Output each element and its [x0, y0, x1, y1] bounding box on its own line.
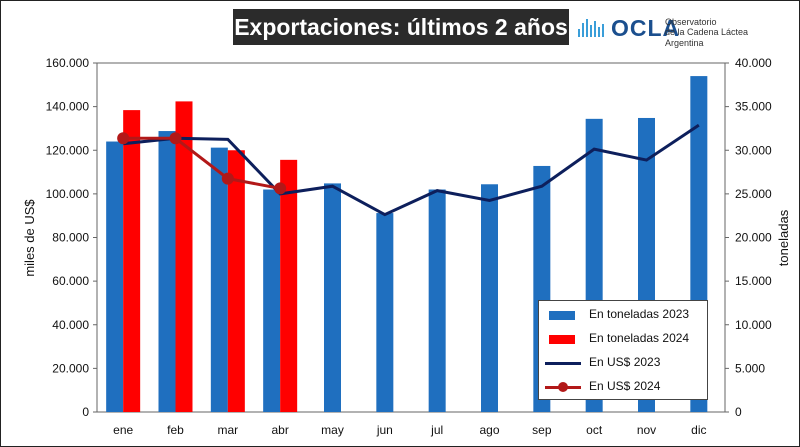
x-tick-label: ene	[113, 423, 133, 437]
x-tick-label: may	[321, 423, 344, 437]
line-usd-2024	[123, 136, 281, 190]
right-tick-label: 10.000	[735, 318, 772, 332]
x-tick-label: jun	[376, 423, 393, 437]
legend-item-usd-2023: En US$ 2023	[545, 354, 660, 370]
x-tick-label: ago	[479, 423, 499, 437]
left-tick-label: 100.000	[46, 187, 90, 201]
x-tick-label: oct	[586, 423, 603, 437]
bar-tons-2023	[428, 189, 446, 412]
left-axis-ticks: 0 20.000 40.000 60.000 80.000 100.000 120.000 1…	[46, 56, 97, 419]
x-tick-label: dic	[691, 423, 706, 437]
bar-tons-2024	[123, 110, 141, 413]
bar-tons-2023	[210, 147, 228, 412]
point-usd-2024	[221, 172, 234, 185]
x-tick-label: jul	[430, 423, 443, 437]
bar-tons-2024	[175, 101, 193, 412]
bar-tons-2023	[324, 183, 341, 412]
legend-label-tons-2023: En toneladas 2023	[589, 307, 690, 321]
bar-tons-2024	[227, 150, 245, 412]
legend-label-usd-2023: En US$ 2023	[589, 355, 661, 369]
legend-item-usd-2024: En US$ 2024	[545, 378, 660, 394]
chart-legend: En toneladas 2023 En toneladas 2024 En U…	[538, 300, 708, 400]
left-tick-label: 40.000	[52, 318, 89, 332]
x-tick-label: nov	[637, 423, 656, 437]
right-tick-label: 30.000	[735, 143, 772, 157]
logo-line-3: Argentina	[665, 38, 704, 48]
left-tick-label: 60.000	[52, 274, 89, 288]
left-tick-label: 20.000	[52, 361, 89, 375]
logo-name: OCLA	[611, 15, 681, 41]
logo-line-1: Observatorio	[665, 17, 717, 27]
bar-tons-2023	[376, 213, 394, 412]
right-axis-label: toneladas	[776, 209, 791, 266]
legend-item-tons-2023: En toneladas 2023	[545, 306, 689, 322]
left-tick-label: 120.000	[46, 143, 90, 157]
chart-title: Exportaciones: últimos 2 años	[233, 9, 569, 45]
bars-2024-group	[123, 101, 298, 413]
x-tick-label: mar	[217, 423, 238, 437]
right-axis-ticks: 0 5.000 10.000 15.000 20.000 25.000 30.000 35.0…	[725, 56, 772, 419]
bar-tons-2023	[106, 141, 124, 412]
point-usd-2024	[117, 132, 130, 145]
right-tick-label: 20.000	[735, 231, 772, 245]
legend-label-usd-2024: En US$ 2024	[589, 379, 661, 393]
right-tick-label: 5.000	[735, 361, 765, 375]
point-usd-2024	[274, 182, 287, 195]
left-tick-label: 80.000	[52, 231, 89, 245]
x-axis-ticks: ene feb mar abr may jun jul ago sep oct nov dic	[113, 423, 706, 437]
x-tick-label: abr	[271, 423, 288, 437]
left-tick-label: 140.000	[46, 100, 90, 114]
legend-label-tons-2024: En toneladas 2024	[589, 331, 690, 345]
right-tick-label: 35.000	[735, 100, 772, 114]
lines-group	[117, 123, 700, 217]
bar-tons-2023	[158, 131, 176, 412]
right-tick-label: 25.000	[735, 187, 772, 201]
point-usd-2024	[169, 132, 182, 145]
bar-tons-2023	[481, 184, 498, 412]
bars-2023-group	[106, 76, 708, 413]
wave-logo-icon	[578, 19, 604, 37]
line-usd-2023	[123, 123, 700, 217]
left-tick-label: 0	[82, 405, 89, 419]
legend-item-tons-2024: En toneladas 2024	[545, 330, 689, 346]
ocla-logo: OCLA Observatorio de la Cadena Láctea Ar…	[577, 11, 777, 51]
right-tick-label: 15.000	[735, 274, 772, 288]
x-tick-label: feb	[167, 423, 184, 437]
left-tick-label: 160.000	[46, 56, 90, 70]
bar-tons-2024	[280, 159, 298, 412]
bar-tons-2023	[263, 189, 281, 412]
left-axis-label: miles de US$	[22, 199, 37, 277]
right-tick-label: 0	[735, 405, 742, 419]
right-tick-label: 40.000	[735, 56, 772, 70]
x-tick-label: sep	[532, 423, 552, 437]
logo-line-2: de la Cadena Láctea	[665, 27, 749, 37]
